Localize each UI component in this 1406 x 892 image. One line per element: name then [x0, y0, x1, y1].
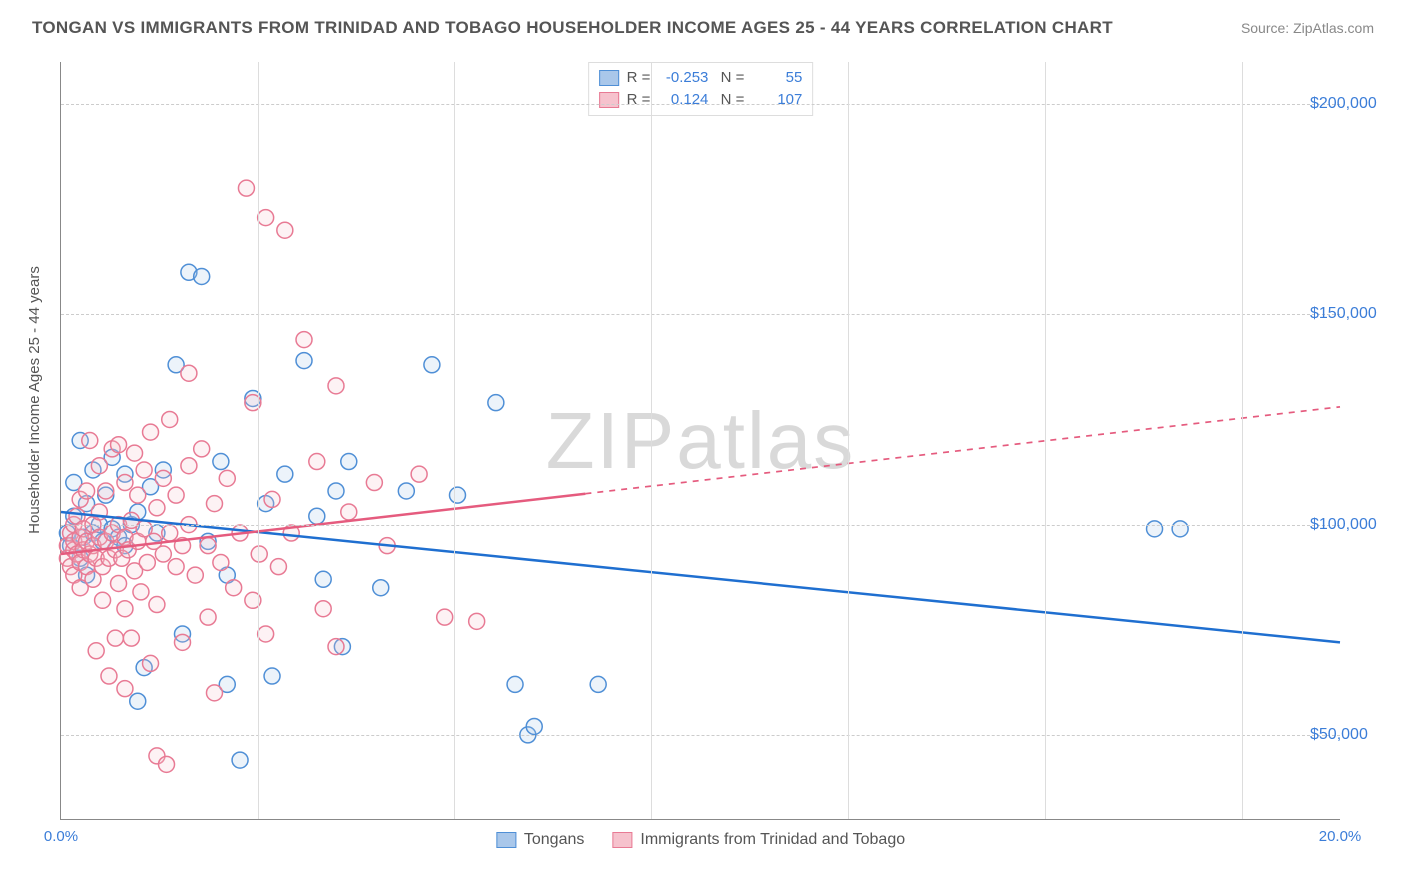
y-tick-label: $150,000 — [1310, 305, 1400, 323]
y-tick-label: $100,000 — [1310, 516, 1400, 534]
legend-item-blue: Tongans — [496, 831, 585, 849]
stat-r-pink: 0.124 — [658, 89, 708, 111]
legend-swatch-blue — [599, 70, 619, 86]
legend-swatch-blue-2 — [496, 832, 516, 848]
title-row: TONGAN VS IMMIGRANTS FROM TRINIDAD AND T… — [32, 18, 1374, 38]
legend-label-blue: Tongans — [524, 831, 585, 849]
stat-n-blue: 55 — [752, 67, 802, 89]
source-label: Source: ZipAtlas.com — [1241, 20, 1374, 36]
legend-swatch-pink-2 — [612, 832, 632, 848]
x-tick-label: 0.0% — [44, 828, 78, 845]
legend-item-pink: Immigrants from Trinidad and Tobago — [612, 831, 905, 849]
plot-area: ZIPatlas R = -0.253 N = 55 R = 0.124 N =… — [60, 62, 1340, 820]
stat-n-pink: 107 — [752, 89, 802, 111]
stat-r-blue: -0.253 — [658, 67, 708, 89]
y-tick-label: $200,000 — [1310, 95, 1400, 113]
legend-label-pink: Immigrants from Trinidad and Tobago — [640, 831, 905, 849]
legend-swatch-pink — [599, 92, 619, 108]
legend-stats: R = -0.253 N = 55 R = 0.124 N = 107 — [588, 62, 814, 116]
legend-stats-row-pink: R = 0.124 N = 107 — [599, 89, 803, 111]
plot-svg — [61, 62, 1340, 819]
legend-bottom: Tongans Immigrants from Trinidad and Tob… — [496, 831, 905, 849]
x-tick-label: 20.0% — [1319, 828, 1362, 845]
correlation-chart: TONGAN VS IMMIGRANTS FROM TRINIDAD AND T… — [0, 0, 1406, 892]
legend-stats-row-blue: R = -0.253 N = 55 — [599, 67, 803, 89]
y-axis-title: Householder Income Ages 25 - 44 years — [26, 266, 43, 534]
chart-title: TONGAN VS IMMIGRANTS FROM TRINIDAD AND T… — [32, 18, 1113, 38]
y-tick-label: $50,000 — [1310, 726, 1400, 744]
